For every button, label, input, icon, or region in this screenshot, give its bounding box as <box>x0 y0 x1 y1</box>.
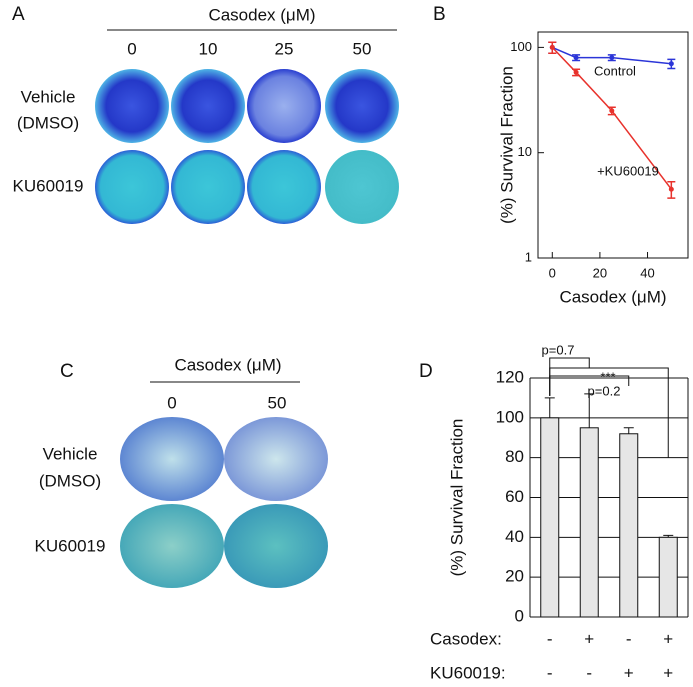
series-line <box>551 46 672 65</box>
x-row-label: Casodex: <box>430 629 502 648</box>
point <box>573 55 579 61</box>
y-tick-label: 100 <box>496 407 524 426</box>
error-bar <box>544 397 555 418</box>
x-row-value: - <box>626 629 632 648</box>
series-line <box>551 46 672 190</box>
column-label: 0 <box>167 393 176 412</box>
x-row-label: KU60019: <box>430 663 506 682</box>
panel-label: A <box>12 4 25 25</box>
row-label: KU60019 <box>13 176 84 195</box>
panel-label: C <box>60 361 74 382</box>
dish <box>247 69 321 143</box>
y-tick-label: 80 <box>505 447 524 466</box>
column-label: 25 <box>275 39 294 58</box>
x-row-value: + <box>663 663 673 682</box>
y-axis-label: (%) Survival Fraction <box>447 419 466 577</box>
y-axis-label: (%) Survival Fraction <box>497 66 516 224</box>
y-tick-label: 60 <box>505 487 524 506</box>
bracket <box>549 357 590 396</box>
header: Casodex (μM) <box>174 355 281 374</box>
y-tick-label: 40 <box>505 527 524 546</box>
x-row-value: + <box>663 629 673 648</box>
error-bar <box>584 393 595 428</box>
x-row-value: - <box>586 663 592 682</box>
dish <box>171 69 245 143</box>
dish <box>171 150 245 224</box>
point <box>668 186 674 192</box>
dish <box>224 417 328 501</box>
column-label: 50 <box>353 39 372 58</box>
y-tick-label: 10 <box>518 144 532 159</box>
x-row-value: - <box>547 629 553 648</box>
dish <box>120 504 224 588</box>
column-label: 50 <box>268 393 287 412</box>
annotation: p=0.2 <box>588 383 621 398</box>
series-label: Control <box>594 63 636 78</box>
annotation: p=0.7 <box>542 342 575 357</box>
bar <box>579 427 599 618</box>
x-row-value: + <box>624 663 634 682</box>
bar <box>658 536 678 618</box>
x-tick-label: 0 <box>549 265 556 280</box>
bar <box>619 433 639 618</box>
x-axis-label: Casodex (μM) <box>559 287 666 306</box>
y-tick-label: 20 <box>505 567 524 586</box>
y-tick-label: 1 <box>525 249 532 264</box>
y-tick-label: 100 <box>510 39 532 54</box>
panel-label: B <box>433 4 446 25</box>
dish <box>247 150 321 224</box>
bracket <box>549 367 669 458</box>
point <box>573 69 579 75</box>
row-label: (DMSO) <box>17 113 79 132</box>
dish <box>120 417 224 501</box>
x-tick-label: 40 <box>640 265 654 280</box>
x-row-value: + <box>584 629 594 648</box>
x-tick-label: 20 <box>593 265 607 280</box>
y-tick-label: 0 <box>515 606 524 625</box>
dish <box>325 69 399 143</box>
dish <box>325 150 399 224</box>
dish <box>95 150 169 224</box>
annotation: *** <box>600 369 615 384</box>
x-row-value: - <box>547 663 553 682</box>
panel-label: D <box>419 361 433 382</box>
point <box>549 44 555 50</box>
error-bar <box>623 427 634 434</box>
row-label: Vehicle <box>43 444 98 463</box>
dish <box>95 69 169 143</box>
column-label: 0 <box>127 39 136 58</box>
error-bar <box>663 534 674 538</box>
dish <box>224 504 328 588</box>
row-label: (DMSO) <box>39 471 101 490</box>
plot-frame <box>537 31 689 259</box>
row-label: KU60019 <box>35 536 106 555</box>
header: Casodex (μM) <box>208 5 315 24</box>
bar <box>540 417 560 618</box>
y-tick-label: 120 <box>496 367 524 386</box>
series-label: +KU60019 <box>597 163 659 178</box>
row-label: Vehicle <box>21 87 76 106</box>
point <box>609 108 615 114</box>
point <box>668 61 674 67</box>
column-label: 10 <box>199 39 218 58</box>
point <box>609 55 615 61</box>
